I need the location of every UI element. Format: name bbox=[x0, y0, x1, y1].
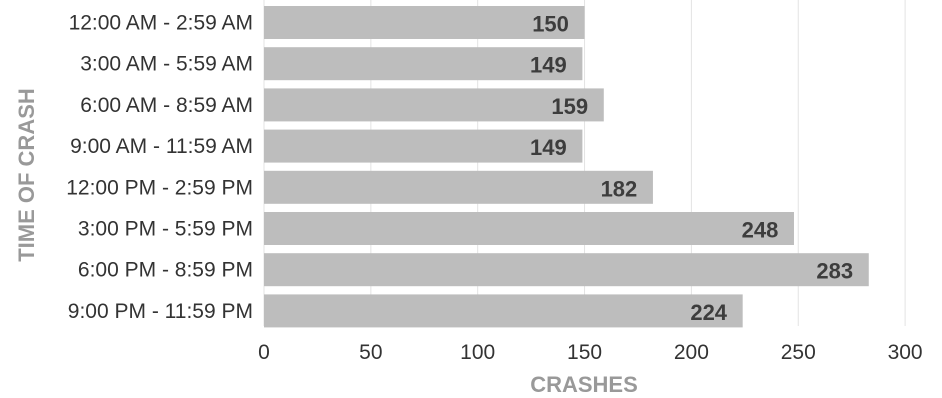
bar bbox=[264, 253, 869, 287]
category-label: 3:00 AM - 5:59 AM bbox=[80, 53, 253, 76]
category-label: 12:00 AM - 2:59 AM bbox=[69, 12, 253, 35]
category-label: 3:00 PM - 5:59 PM bbox=[78, 218, 253, 241]
category-label: 12:00 PM - 2:59 PM bbox=[66, 176, 253, 199]
x-tick-label: 100 bbox=[460, 341, 495, 364]
bar bbox=[264, 6, 585, 39]
bar bbox=[264, 170, 653, 204]
value-label: 159 bbox=[551, 94, 588, 119]
value-labels: 150 149 159 149 182 248 283 224 bbox=[530, 12, 853, 325]
category-label: 9:00 PM - 11:59 PM bbox=[68, 300, 253, 323]
bar bbox=[264, 129, 583, 163]
value-label: 150 bbox=[532, 12, 569, 37]
x-tick-labels: 0 50 100 150 200 250 300 bbox=[258, 341, 922, 364]
x-tick-label: 300 bbox=[888, 341, 923, 364]
value-label: 224 bbox=[690, 300, 727, 325]
bar bbox=[264, 88, 604, 122]
x-axis-title: CRASHES bbox=[530, 372, 638, 397]
category-label: 6:00 AM - 8:59 AM bbox=[80, 94, 253, 117]
x-tick-label: 250 bbox=[781, 341, 816, 364]
category-label: 9:00 AM - 11:59 AM bbox=[70, 135, 253, 158]
bars bbox=[264, 6, 869, 328]
value-label: 149 bbox=[530, 135, 567, 160]
value-label: 149 bbox=[530, 53, 567, 78]
value-label: 283 bbox=[816, 259, 853, 284]
x-tick-label: 50 bbox=[359, 341, 382, 364]
x-tick-label: 200 bbox=[674, 341, 709, 364]
y-axis-title: TIME OF CRASH bbox=[14, 88, 39, 262]
x-tick-label: 0 bbox=[258, 341, 270, 364]
bar bbox=[264, 294, 743, 328]
value-label: 248 bbox=[742, 218, 779, 243]
category-labels: 12:00 AM - 2:59 AM 3:00 AM - 5:59 AM 6:00 … bbox=[66, 12, 253, 323]
value-label: 182 bbox=[601, 176, 638, 201]
x-tick-label: 150 bbox=[567, 341, 602, 364]
bar bbox=[264, 212, 794, 245]
category-label: 6:00 PM - 8:59 PM bbox=[78, 259, 253, 282]
bar bbox=[264, 47, 583, 81]
